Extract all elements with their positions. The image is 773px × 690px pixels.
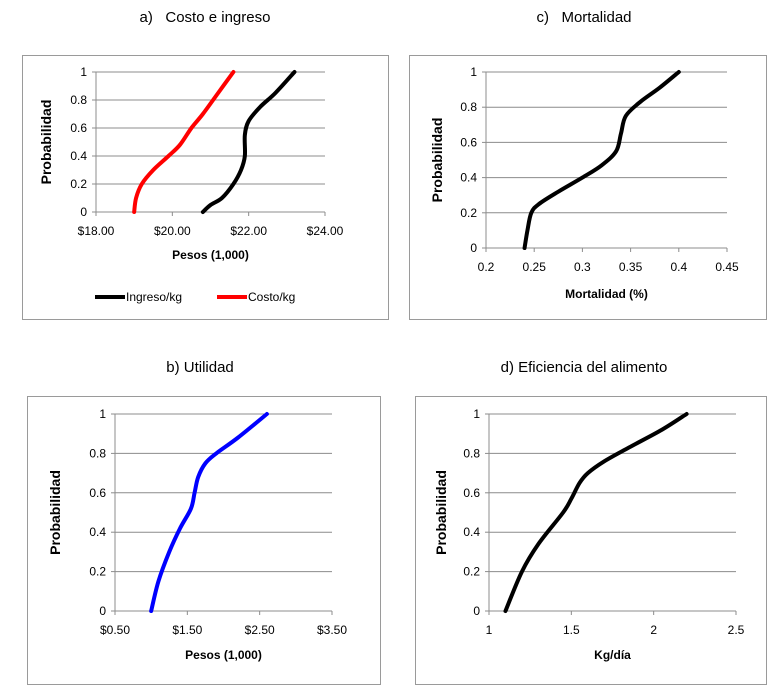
chart-utilidad-svg: 0 0.2 0.4 0.6 0.8 1 $0.50 $1.50 $2.50 $3.50 Pesos …	[47, 407, 347, 662]
y-tick-label: 1	[80, 65, 87, 79]
series-line-costo-kg	[132, 70, 236, 214]
y-tick-label: 0.6	[463, 486, 480, 500]
chart-costo-ingreso: 0 0.2 0.4 0.6 0.8 1 $18.00 $20.00 $22.00 $24.00 Pe…	[22, 55, 389, 320]
series-line-0	[503, 412, 689, 613]
y-tick-label: 0	[470, 241, 477, 255]
chart-mortalidad: 0 0.2 0.4 0.6 0.8 1 0.2 0.25 0.3 0.35 0.4 0.45 Morta…	[409, 55, 767, 320]
x-axis-label: Pesos (1,000)	[172, 248, 249, 262]
panel-title-costo-ingreso: a) Costo e ingreso	[139, 9, 271, 26]
panel-title-eficiencia: d) Eficiencia del alimento	[500, 359, 668, 376]
y-axis-label: Probabilidad	[38, 100, 54, 185]
y-tick-label: 0.4	[463, 525, 480, 539]
x-tick-label: 0.3	[574, 260, 591, 274]
x-tick-label: $22.00	[230, 224, 267, 238]
y-tick-label: 0.4	[89, 525, 106, 539]
y-axis-label: Probabilidad	[433, 470, 449, 555]
x-tick-label: 1	[486, 623, 493, 637]
y-axis-label: Probabilidad	[429, 118, 445, 203]
x-tick-label: 1.5	[563, 623, 580, 637]
chart-utilidad: 0 0.2 0.4 0.6 0.8 1 $0.50 $1.50 $2.50 $3.50 Pesos …	[27, 396, 381, 685]
y-tick-label: 1	[99, 407, 106, 421]
y-tick-label: 0.8	[70, 93, 87, 107]
y-tick-label: 0.2	[70, 177, 87, 191]
y-tick-label: 0	[80, 205, 87, 219]
x-tick-label: $18.00	[78, 224, 115, 238]
x-tick-label: $1.50	[172, 623, 202, 637]
y-tick-label: 0.8	[460, 100, 477, 114]
panel-title-utilidad: b) Utilidad	[166, 359, 234, 376]
x-tick-label: 0.25	[523, 260, 547, 274]
y-tick-label: 1	[470, 65, 477, 79]
x-tick-label: 0.2	[478, 260, 495, 274]
y-tick-label: 0	[99, 604, 106, 618]
chart-costo-ingreso-svg: 0 0.2 0.4 0.6 0.8 1 $18.00 $20.00 $22.00 $24.00 Pe…	[38, 65, 344, 304]
x-tick-label: 2.5	[728, 623, 745, 637]
x-tick-label: $20.00	[154, 224, 191, 238]
x-tick-label: 2	[650, 623, 657, 637]
legend-label: Ingreso/kg	[126, 290, 182, 304]
series-line-0	[149, 412, 269, 613]
x-tick-label: $0.50	[100, 623, 130, 637]
y-tick-label: 0.2	[460, 206, 477, 220]
chart-eficiencia-svg: 0 0.2 0.4 0.6 0.8 1 1 1.5 2 2.5 Kg/día Probabilidad	[433, 407, 745, 662]
y-tick-label: 0.6	[70, 121, 87, 135]
y-tick-label: 1	[473, 407, 480, 421]
chart-mortalidad-svg: 00.20.40.60.810.2 0.25 0.3 0.35 0.4 0.45Morta…	[429, 65, 739, 301]
x-axis-label: Pesos (1,000)	[185, 648, 262, 662]
x-tick-label: $3.50	[317, 623, 347, 637]
y-axis-label: Probabilidad	[47, 470, 63, 555]
y-tick-label: 0.8	[89, 446, 106, 460]
panel-title-mortalidad: c) Mortalidad	[536, 9, 632, 26]
y-tick-label: 0.2	[463, 565, 480, 579]
x-tick-label: 0.45	[715, 260, 739, 274]
x-tick-label: 0.4	[670, 260, 687, 274]
x-axis-label: Kg/día	[594, 648, 631, 662]
chart-eficiencia: 0 0.2 0.4 0.6 0.8 1 1 1.5 2 2.5 Kg/día Probabilidad	[415, 396, 767, 685]
y-tick-label: 0	[473, 604, 480, 618]
y-tick-label: 0.4	[70, 149, 87, 163]
y-tick-label: 0.2	[89, 565, 106, 579]
y-tick-label: 0.6	[460, 135, 477, 149]
y-tick-label: 0.4	[460, 171, 477, 185]
x-axis-label: Mortalidad (%)	[565, 287, 648, 301]
x-tick-label: $2.50	[245, 623, 275, 637]
x-tick-label: $24.00	[307, 224, 344, 238]
series-line-ingreso-kg	[200, 70, 297, 214]
legend-label: Costo/kg	[248, 290, 295, 304]
y-tick-label: 0.6	[89, 486, 106, 500]
y-tick-label: 0.8	[463, 446, 480, 460]
x-tick-label: 0.35	[619, 260, 643, 274]
series-line-0	[522, 70, 681, 250]
